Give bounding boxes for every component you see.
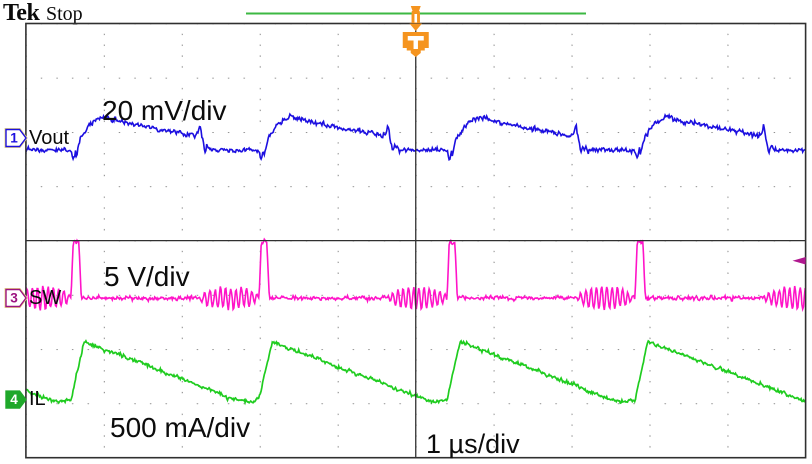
svg-text:1: 1 xyxy=(10,131,18,146)
svg-text:3: 3 xyxy=(10,291,18,306)
svg-text:4: 4 xyxy=(10,392,18,407)
